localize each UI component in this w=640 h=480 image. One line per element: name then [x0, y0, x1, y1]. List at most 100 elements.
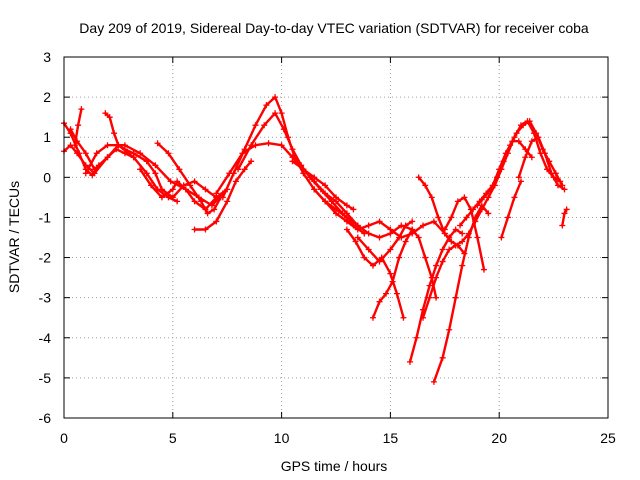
data-point — [93, 150, 100, 157]
data-point — [204, 210, 211, 217]
data-point — [289, 158, 296, 165]
data-point — [541, 150, 548, 157]
data-point — [115, 142, 122, 149]
y-tick-label: -5 — [39, 370, 52, 386]
x-tick-label: 0 — [60, 430, 68, 446]
data-point — [106, 114, 113, 121]
series-line — [487, 119, 562, 199]
y-tick-label: -1 — [39, 209, 52, 225]
data-point — [528, 138, 535, 145]
x-tick-label: 25 — [600, 430, 616, 446]
data-point — [511, 194, 518, 201]
data-point — [415, 174, 422, 181]
data-point — [454, 198, 461, 205]
data-point — [369, 314, 376, 321]
data-point — [211, 206, 218, 213]
series-arc-8 — [137, 166, 231, 213]
data-point — [452, 294, 459, 301]
series-arc-27 — [515, 134, 568, 193]
data-point — [169, 186, 176, 193]
data-point — [354, 234, 361, 241]
data-point — [343, 202, 350, 209]
series-arc-7 — [154, 140, 224, 217]
data-point — [528, 154, 535, 161]
x-tick-label: 5 — [169, 430, 177, 446]
data-point — [439, 246, 446, 253]
data-point — [104, 154, 111, 161]
data-point — [241, 166, 248, 173]
grid — [64, 57, 608, 418]
data-point — [91, 166, 98, 173]
data-point — [102, 110, 109, 117]
data-point — [376, 234, 383, 241]
data-point — [511, 134, 518, 141]
data-point — [396, 234, 403, 241]
data-point — [311, 178, 318, 185]
data-point — [176, 166, 183, 173]
data-point — [365, 230, 372, 237]
axes: 0 5 10 15 20 25 -6 -5 -4 -3 -2 -1 0 1 2 3 — [39, 49, 616, 446]
data-point — [232, 178, 239, 185]
data-point — [400, 314, 407, 321]
data-point — [387, 226, 394, 233]
data-point — [74, 150, 81, 157]
data-point — [548, 170, 555, 177]
data-point — [441, 226, 448, 233]
series-line — [517, 135, 566, 191]
data-point — [82, 170, 89, 177]
data-point — [219, 194, 226, 201]
data-point — [446, 326, 453, 333]
data-point — [531, 130, 538, 137]
data-point — [461, 194, 468, 201]
data-point — [504, 150, 511, 157]
data-point — [474, 202, 481, 209]
data-point — [406, 358, 413, 365]
data-point — [354, 226, 361, 233]
data-point — [191, 178, 198, 185]
data-point — [515, 174, 522, 181]
data-point — [261, 122, 268, 129]
data-point — [224, 198, 231, 205]
data-point — [365, 246, 372, 253]
data-point — [191, 198, 198, 205]
data-point — [75, 122, 82, 129]
data-point — [376, 218, 383, 225]
data-point — [265, 140, 272, 147]
data-point — [248, 142, 255, 149]
data-point — [517, 178, 524, 185]
data-point — [402, 238, 409, 245]
data-point — [413, 334, 420, 341]
data-point — [563, 206, 570, 213]
data-point — [158, 186, 165, 193]
data-point — [167, 178, 174, 185]
series-line — [138, 168, 229, 211]
data-point — [202, 186, 209, 193]
data-point — [165, 150, 172, 157]
y-tick-label: 3 — [43, 49, 51, 65]
data-point — [235, 166, 242, 173]
data-point — [202, 226, 209, 233]
data-point — [535, 134, 542, 141]
data-point — [369, 262, 376, 269]
data-point — [409, 218, 416, 225]
data-point — [387, 246, 394, 253]
data-point — [457, 222, 464, 229]
data-point — [515, 138, 522, 145]
y-tick-label: -2 — [39, 250, 52, 266]
data-point — [448, 238, 455, 245]
data-point — [248, 158, 255, 165]
x-tick-label: 15 — [383, 430, 399, 446]
y-tick-label: -6 — [39, 410, 52, 426]
data-point — [82, 162, 89, 169]
data-point — [389, 278, 396, 285]
data-point — [459, 230, 466, 237]
data-point — [121, 146, 128, 153]
series-arc-28 — [559, 206, 570, 229]
data-point — [561, 186, 568, 193]
data-point — [158, 194, 165, 201]
y-axis-label: SDTVAR / TECUs — [6, 181, 22, 293]
data-point — [191, 226, 198, 233]
data-point — [333, 198, 339, 205]
data-point — [74, 138, 81, 145]
